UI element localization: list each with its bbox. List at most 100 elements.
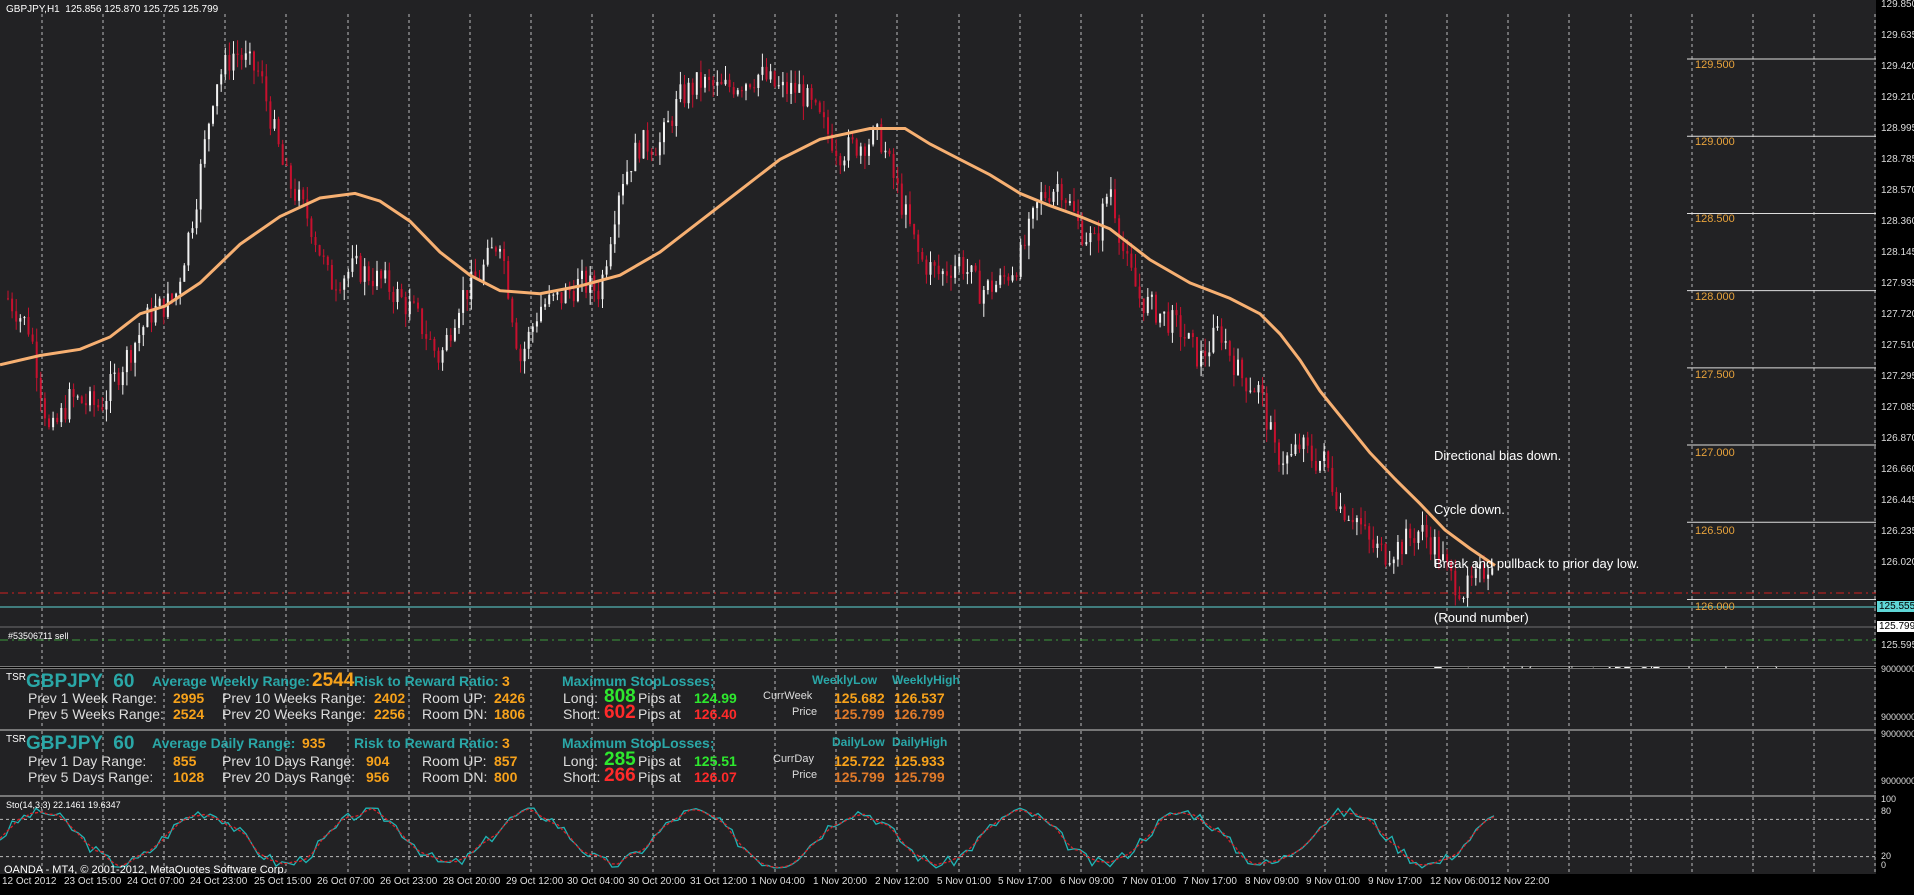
candle-body [1355,518,1358,523]
candle-body [244,53,247,60]
candle-body [1450,561,1453,571]
candle-body [203,139,206,164]
candle-body [392,291,395,303]
candle-body [1036,202,1039,209]
candle-body [1040,192,1043,203]
candle-body [1310,445,1313,461]
candle-body [757,74,760,88]
candle-body [273,119,276,129]
room-dn-value: 1806 [494,706,526,722]
candle-body [396,289,399,303]
indicator-tag: TSR [6,672,26,683]
weekly-range-panel[interactable]: TSR GBPJPY 60 Average Weekly Range: 2544… [0,668,1876,730]
candle-body [892,153,895,178]
candle-body [1286,455,1289,464]
candle-body [699,72,702,88]
candle-body [736,90,739,95]
price-label: Price [792,706,818,718]
candle-body [1027,218,1030,246]
time-axis[interactable]: 12 Oct 2012 23 Oct 15:00 24 Oct 07:00 24 Oc… [0,874,1914,895]
candle-body [667,120,670,123]
candle-body [548,294,551,305]
candle-body [269,101,272,129]
indicator-tag: TSR [6,734,26,745]
candle-body [585,270,588,293]
time-tick-label: 12 Nov 22:00 [1490,876,1550,887]
candle-body [716,81,719,86]
target-level-label: 126.500 [1695,525,1735,537]
pips-at-label: Pips at [638,769,681,785]
candle-body [1401,541,1403,555]
candle-body [970,265,973,273]
chart-header: GBPJPY,H1 125.856 125.870 125.725 125.79… [6,4,219,15]
candle-body [650,151,653,155]
candle-body [425,334,428,339]
candle-body [790,82,793,94]
candle-body [64,407,67,420]
stochastic-label: Sto(14,3,3) 22.1461 19.6347 [6,800,121,810]
time-tick-label: 26 Oct 07:00 [317,876,375,887]
daily-range-panel[interactable]: TSR GBPJPY 60 Average Daily Range: 935 R… [0,730,1876,796]
candle-body [1011,275,1014,281]
candle-body [1007,276,1010,281]
candle-body [150,307,153,323]
main-chart-area[interactable]: GBPJPY,H1 125.856 125.870 125.725 125.79… [0,0,1876,679]
candle-body [191,228,194,233]
stoch-signal-line [0,807,1495,869]
annotation-line: Break and pullback to prior day low. [1434,556,1640,571]
candle-body [179,281,182,294]
candle-body [605,266,608,275]
high-curr: 126.537 [894,690,945,706]
price-chart[interactable] [0,0,1876,666]
candle-body [1187,333,1190,339]
candle-body [941,271,944,275]
prev1-label: Prev 1 Week Range: [28,690,157,706]
candle-body [962,256,965,274]
candle-body [691,82,694,95]
candle-body [1224,341,1227,343]
candle-body [1118,218,1121,243]
candle-body [453,327,456,341]
prev1-label: Prev 1 Day Range: [28,753,147,769]
candle-body [1265,393,1268,430]
candle-body [1134,267,1137,287]
candle-body [499,248,501,252]
time-tick-label: 30 Oct 04:00 [567,876,625,887]
cyan-price-marker: 125.555 [1877,601,1914,612]
price-tick-label: 128.570 [1881,185,1914,196]
candle-body [1323,451,1326,461]
candle-body [675,99,678,126]
candle-body [1478,564,1481,569]
candle-body [1105,196,1108,204]
candle-body [220,74,223,85]
price-axis[interactable]: 129.850 129.635 129.420 129.210 128.995 128.7… [1877,0,1914,874]
candle-body [954,266,957,278]
candle-body [798,84,801,93]
candle-body [490,247,493,249]
time-tick-label: 30 Oct 20:00 [628,876,686,887]
candle-body [556,292,559,295]
candle-body [1150,294,1153,297]
candle-body [1126,251,1129,254]
candle-body [708,76,711,81]
candle-body [597,290,600,300]
prev5-label: Prev 5 Days Range: [28,769,154,785]
candle-body [859,146,862,156]
candle-body [265,76,268,102]
candle-body [978,270,981,304]
candle-body [138,335,141,344]
candle-body [27,317,30,335]
curr-label: CurrDay [773,753,814,765]
candle-body [1306,437,1309,446]
candle-body [310,218,313,238]
time-tick-label: 5 Nov 01:00 [937,876,991,887]
candle-body [1138,286,1141,299]
short-label: Short: [563,706,601,722]
candle-body [224,55,227,75]
time-tick-label: 6 Nov 09:00 [1060,876,1114,887]
candle-body [1204,350,1207,357]
price-tick-label: 126.235 [1881,526,1914,537]
stochastic-panel[interactable]: Sto(14,3,3) 22.1461 19.6347 [0,796,1876,875]
candle-body [1208,352,1211,357]
pips-at-label: Pips at [638,706,681,722]
